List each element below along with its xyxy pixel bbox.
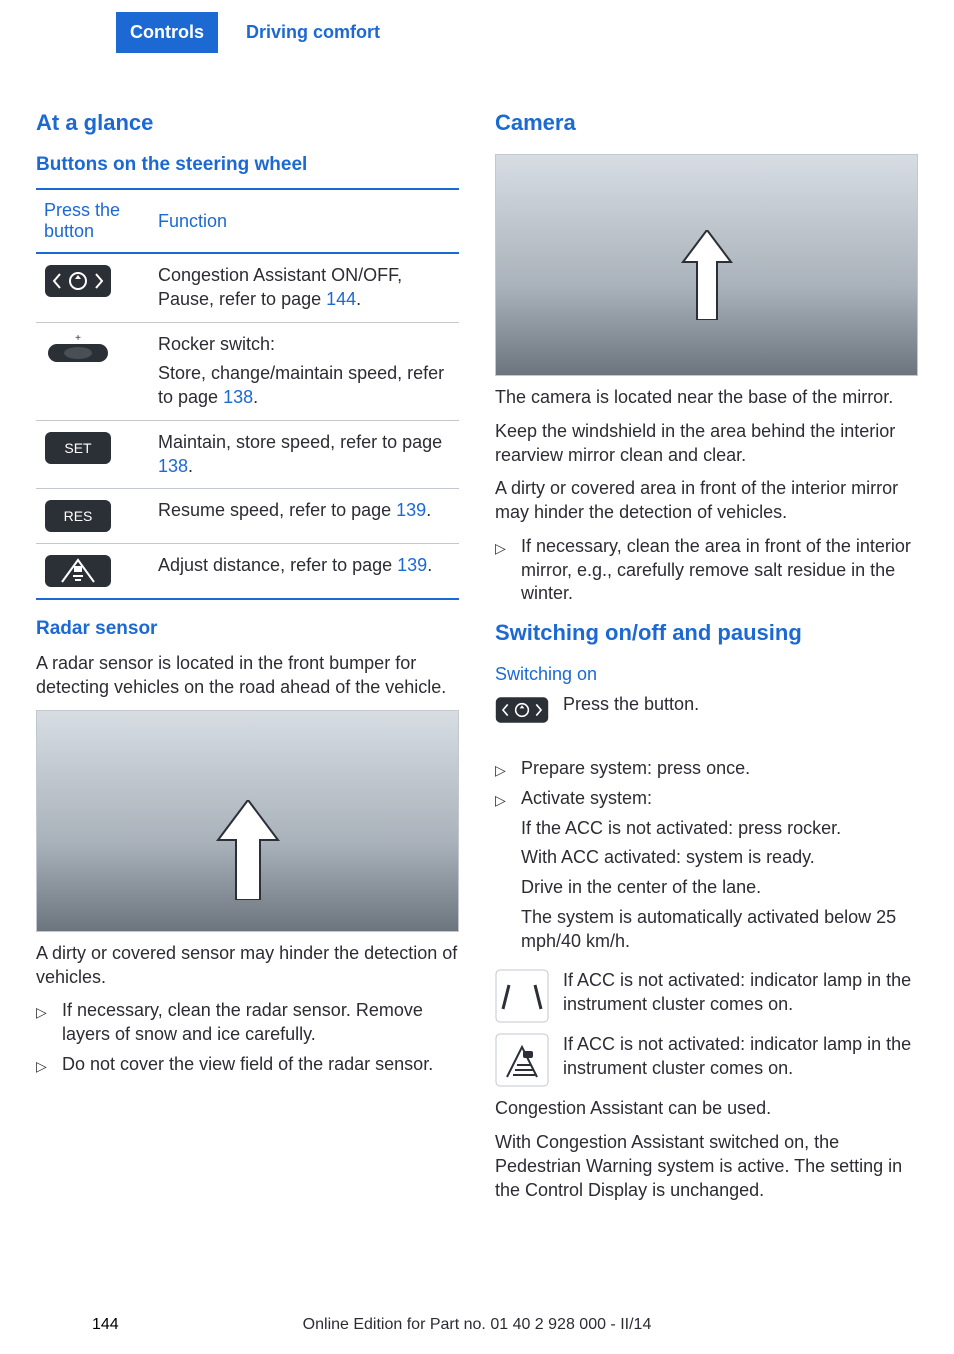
table-cell-function: Maintain, store speed, refer to page 138… bbox=[150, 420, 459, 489]
step2: Activate system: bbox=[521, 787, 918, 811]
camera-p3: A dirty or covered area in front of the … bbox=[495, 477, 918, 525]
table-cell-function: Adjust distance, refer to page 139. bbox=[150, 544, 459, 600]
press-button-label: Press the button. bbox=[563, 693, 699, 747]
radar-sensor-image bbox=[36, 710, 459, 932]
row1-prefix: Store, change/maintain speed, refer to p… bbox=[158, 363, 444, 407]
radar-li0: If necessary, clean the radar sensor. Re… bbox=[62, 999, 459, 1047]
heading-switching-on: Switching on bbox=[495, 664, 918, 685]
radar-list: ▷If necessary, clean the radar sensor. R… bbox=[36, 999, 459, 1076]
heading-camera: Camera bbox=[495, 110, 918, 136]
triangle-bullet-icon: ▷ bbox=[36, 1053, 50, 1077]
row2-prefix: Maintain, store speed, refer to page bbox=[158, 432, 442, 452]
list-item: ▷If necessary, clean the area in front o… bbox=[495, 535, 918, 606]
arrow-up-icon bbox=[677, 230, 737, 320]
table-row: + Rocker switch: Store, change/maintain … bbox=[36, 322, 459, 420]
step1: Prepare system: press once. bbox=[521, 757, 750, 781]
list-item: ▷ Do not cover the view field of the rada… bbox=[36, 1053, 459, 1077]
page-link[interactable]: 139 bbox=[397, 555, 427, 575]
indicator-2-text: If ACC is not activated: indicator lamp … bbox=[563, 1033, 918, 1087]
row2-suffix: . bbox=[188, 456, 193, 476]
heading-buttons-steering: Buttons on the steering wheel bbox=[36, 154, 459, 176]
right-column: Camera The camera is located near the ba… bbox=[495, 110, 918, 1212]
row4-suffix: . bbox=[427, 555, 432, 575]
svg-text:SET: SET bbox=[64, 440, 92, 456]
svg-text:RES: RES bbox=[64, 508, 93, 524]
content-columns: At a glance Buttons on the steering whee… bbox=[36, 24, 918, 1212]
switching-steps: ▷ Prepare system: press once. ▷ Activate … bbox=[495, 757, 918, 959]
row1-suffix: . bbox=[253, 387, 258, 407]
camera-list: ▷If necessary, clean the area in front o… bbox=[495, 535, 918, 606]
top-tabs: Controls Driving comfort bbox=[116, 0, 380, 64]
res-button-icon: RES bbox=[36, 489, 150, 544]
camera-p2: Keep the windshield in the area behind t… bbox=[495, 420, 918, 468]
lane-indicator-icon bbox=[495, 969, 549, 1023]
press-button-row: Press the button. bbox=[495, 693, 918, 747]
row0-prefix: Congestion Assistant ON/OFF, Pause, refe… bbox=[158, 265, 402, 309]
table-row: Congestion Assistant ON/OFF, Pause, refe… bbox=[36, 253, 459, 322]
table-row: Adjust distance, refer to page 139. bbox=[36, 544, 459, 600]
page-link[interactable]: 138 bbox=[158, 456, 188, 476]
indicator-row-2: If ACC is not activated: indicator lamp … bbox=[495, 1033, 918, 1087]
page-root: Controls Driving comfort At a glance But… bbox=[0, 0, 954, 1354]
table-row: SET Maintain, store speed, refer to page… bbox=[36, 420, 459, 489]
list-item: ▷ Activate system: If the ACC is not act… bbox=[495, 787, 918, 960]
tail-1: Congestion Assistant can be used. bbox=[495, 1097, 918, 1121]
tail-2: With Congestion Assistant switched on, t… bbox=[495, 1131, 918, 1202]
camera-p1: The camera is located near the base of t… bbox=[495, 386, 918, 410]
table-cell-function: Rocker switch: Store, change/maintain sp… bbox=[150, 322, 459, 420]
triangle-bullet-icon: ▷ bbox=[495, 757, 509, 781]
heading-radar-sensor: Radar sensor bbox=[36, 618, 459, 640]
svg-text:+: + bbox=[75, 333, 81, 344]
tab-driving-comfort[interactable]: Driving comfort bbox=[246, 12, 380, 53]
page-link[interactable]: 138 bbox=[223, 387, 253, 407]
camera-li0: If necessary, clean the area in front of… bbox=[521, 535, 918, 606]
buttons-table: Press the button Function bbox=[36, 188, 459, 600]
tab-controls[interactable]: Controls bbox=[116, 12, 218, 53]
table-head-function: Function bbox=[150, 189, 459, 253]
table-head-button: Press the button bbox=[36, 189, 150, 253]
distance-button-icon bbox=[36, 544, 150, 600]
car-lane-indicator-icon bbox=[495, 1033, 549, 1087]
page-number: 144 bbox=[92, 1316, 119, 1334]
list-item: ▷ Prepare system: press once. bbox=[495, 757, 918, 781]
triangle-bullet-icon: ▷ bbox=[495, 787, 509, 960]
step2a: If the ACC is not activated: press rocke… bbox=[521, 817, 918, 841]
row4-prefix: Adjust distance, refer to page bbox=[158, 555, 397, 575]
table-cell-function: Resume speed, refer to page 139. bbox=[150, 489, 459, 544]
triangle-bullet-icon: ▷ bbox=[495, 535, 509, 606]
triangle-bullet-icon: ▷ bbox=[36, 999, 50, 1047]
camera-image bbox=[495, 154, 918, 376]
row1-line1: Rocker switch: bbox=[158, 333, 451, 357]
left-column: At a glance Buttons on the steering whee… bbox=[36, 110, 459, 1212]
radar-p1: A radar sensor is located in the front b… bbox=[36, 652, 459, 700]
indicator-1-text: If ACC is not activated: indicator lamp … bbox=[563, 969, 918, 1023]
set-button-icon: SET bbox=[36, 420, 150, 489]
table-cell-function: Congestion Assistant ON/OFF, Pause, refe… bbox=[150, 253, 459, 322]
arrow-up-icon bbox=[208, 800, 288, 900]
list-item: ▷If necessary, clean the radar sensor. R… bbox=[36, 999, 459, 1047]
page-link[interactable]: 144 bbox=[326, 289, 356, 309]
heading-at-a-glance: At a glance bbox=[36, 110, 459, 136]
heading-switching: Switching on/off and pausing bbox=[495, 620, 918, 646]
page-footer: 144 Online Edition for Part no. 01 40 2 … bbox=[0, 1316, 954, 1334]
congestion-assist-button-icon bbox=[495, 693, 549, 747]
step2d: The system is automatically activated be… bbox=[521, 906, 918, 954]
footer-mid-text: Online Edition for Part no. 01 40 2 928 … bbox=[303, 1316, 652, 1334]
rocker-switch-icon: + bbox=[36, 322, 150, 420]
indicator-row-1: If ACC is not activated: indicator lamp … bbox=[495, 969, 918, 1023]
radar-p2: A dirty or covered sensor may hinder the… bbox=[36, 942, 459, 990]
table-row: RES Resume speed, refer to page 139. bbox=[36, 489, 459, 544]
congestion-assist-button-icon bbox=[36, 253, 150, 322]
step2c: Drive in the center of the lane. bbox=[521, 876, 918, 900]
row3-prefix: Resume speed, refer to page bbox=[158, 500, 396, 520]
step2b: With ACC activated: system is ready. bbox=[521, 846, 918, 870]
row3-suffix: . bbox=[426, 500, 431, 520]
row0-suffix: . bbox=[356, 289, 361, 309]
page-link[interactable]: 139 bbox=[396, 500, 426, 520]
radar-li1: Do not cover the view field of the radar… bbox=[62, 1053, 433, 1077]
